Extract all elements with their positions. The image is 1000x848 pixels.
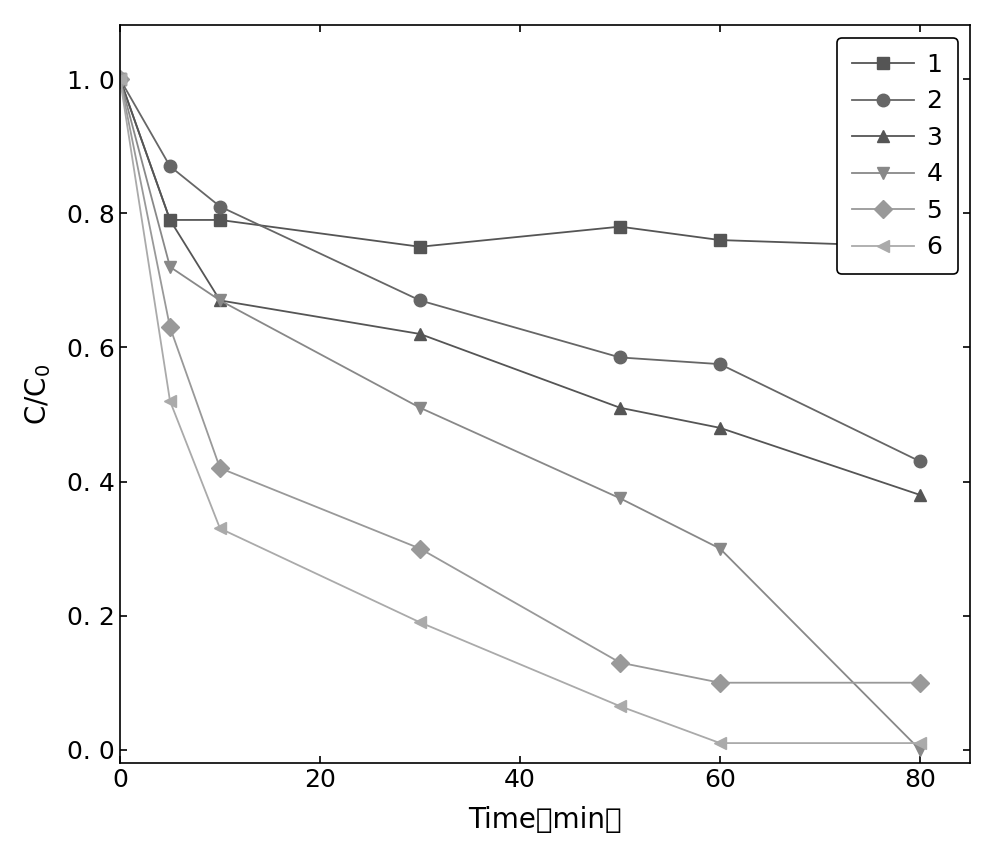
1 (714, 235, 726, 245)
5 (914, 678, 926, 688)
2 (414, 295, 426, 305)
Line: 5: 5 (114, 73, 926, 689)
6 (114, 74, 126, 84)
X-axis label: Time（min）: Time（min） (468, 806, 622, 834)
3 (714, 423, 726, 433)
4 (614, 494, 626, 504)
5 (614, 657, 626, 667)
Y-axis label: C/C$_0$: C/C$_0$ (24, 364, 53, 425)
5 (714, 678, 726, 688)
Line: 4: 4 (114, 73, 926, 756)
5 (114, 74, 126, 84)
1 (214, 215, 226, 225)
1 (414, 242, 426, 252)
1 (914, 242, 926, 252)
2 (214, 202, 226, 212)
2 (914, 456, 926, 466)
6 (914, 738, 926, 748)
6 (214, 523, 226, 533)
5 (164, 322, 176, 332)
5 (214, 463, 226, 473)
Legend: 1, 2, 3, 4, 5, 6: 1, 2, 3, 4, 5, 6 (836, 38, 958, 275)
2 (164, 161, 176, 171)
2 (114, 74, 126, 84)
6 (414, 617, 426, 628)
1 (614, 221, 626, 232)
3 (114, 74, 126, 84)
3 (214, 295, 226, 305)
4 (414, 403, 426, 413)
3 (914, 490, 926, 500)
6 (614, 701, 626, 711)
4 (214, 295, 226, 305)
1 (164, 215, 176, 225)
Line: 3: 3 (114, 73, 926, 501)
1 (114, 74, 126, 84)
4 (164, 262, 176, 272)
3 (614, 403, 626, 413)
2 (714, 359, 726, 369)
3 (414, 329, 426, 339)
2 (614, 353, 626, 363)
3 (164, 215, 176, 225)
6 (164, 396, 176, 406)
4 (714, 544, 726, 554)
4 (914, 745, 926, 755)
6 (714, 738, 726, 748)
Line: 6: 6 (114, 73, 926, 750)
Line: 1: 1 (114, 73, 926, 253)
4 (114, 74, 126, 84)
Line: 2: 2 (114, 73, 926, 467)
5 (414, 544, 426, 554)
